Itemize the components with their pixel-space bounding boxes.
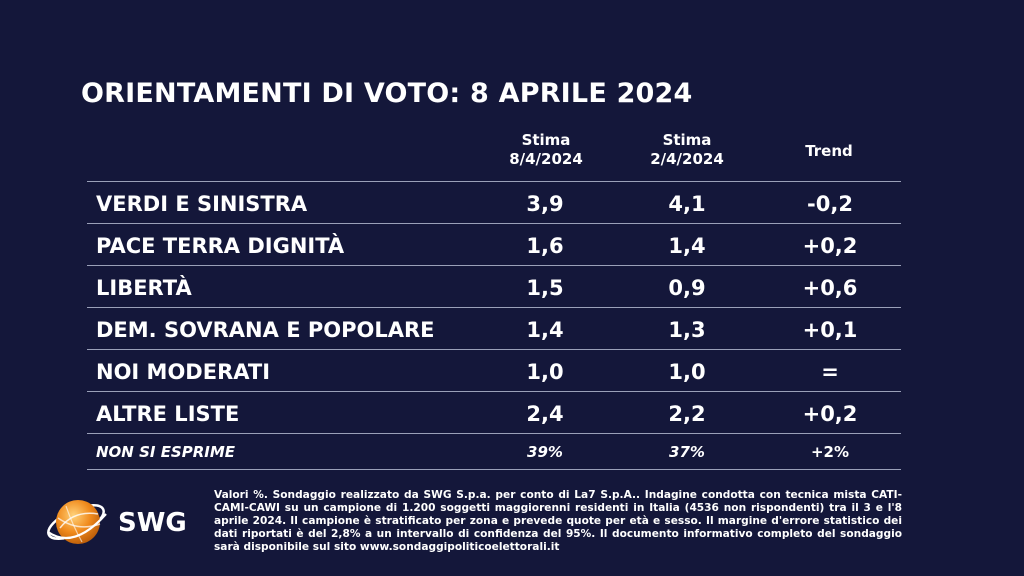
divider (87, 181, 901, 182)
current-value: 2,4 (526, 402, 564, 426)
current-value: 1,6 (526, 234, 564, 258)
trend-value: -0,2 (807, 192, 853, 216)
column-header-trend: Trend (805, 142, 853, 160)
current-value: 1,4 (526, 318, 564, 342)
trend-value: +0,6 (802, 276, 858, 300)
column-header-previous: Stima 2/4/2024 (627, 131, 747, 169)
divider (87, 307, 901, 308)
current-value: 3,9 (526, 192, 564, 216)
trend-value: = (821, 360, 839, 384)
trend-value: +0,2 (802, 234, 858, 258)
current-value: 1,0 (526, 360, 564, 384)
party-name: PACE TERRA DIGNITÀ (96, 234, 345, 258)
table-row: ALTRE LISTE 2,4 2,2 +0,2 (87, 393, 901, 435)
trend-value: +0,1 (802, 318, 858, 342)
table-row: PACE TERRA DIGNITÀ 1,6 1,4 +0,2 (87, 225, 901, 267)
party-name: DEM. SOVRANA E POPOLARE (96, 318, 435, 342)
current-value: 1,5 (526, 276, 564, 300)
divider (87, 265, 901, 266)
divider (87, 391, 901, 392)
party-name: VERDI E SINISTRA (96, 192, 308, 216)
divider (87, 433, 901, 434)
methodology-footnote: Valori %. Sondaggio realizzato da SWG S.… (214, 489, 902, 553)
table-row: VERDI E SINISTRA 3,9 4,1 -0,2 (87, 183, 901, 225)
party-name: NOI MODERATI (96, 360, 271, 384)
party-name: NON SI ESPRIME (96, 443, 236, 461)
column-header-current-line2: 8/4/2024 (509, 150, 583, 168)
previous-value: 4,1 (668, 192, 706, 216)
table-row: NOI MODERATI 1,0 1,0 = (87, 351, 901, 393)
party-name: LIBERTÀ (96, 276, 192, 300)
column-header-previous-line1: Stima (662, 131, 712, 149)
trend-value: +2% (810, 443, 850, 461)
divider (87, 349, 901, 350)
column-header-current: Stima 8/4/2024 (486, 131, 606, 169)
previous-value: 1,0 (668, 360, 706, 384)
table-row: DEM. SOVRANA E POPOLARE 1,4 1,3 +0,1 (87, 309, 901, 351)
column-header-current-line1: Stima (521, 131, 571, 149)
previous-value: 2,2 (668, 402, 706, 426)
previous-value: 1,4 (668, 234, 706, 258)
swg-globe-logo-icon (47, 500, 107, 544)
divider (87, 223, 901, 224)
trend-value: +0,2 (802, 402, 858, 426)
divider (87, 469, 901, 470)
table-row-non-si-esprime: NON SI ESPRIME 39% 37% +2% (87, 434, 901, 470)
previous-value: 0,9 (668, 276, 706, 300)
previous-value: 37% (669, 443, 705, 461)
column-header-previous-line2: 2/4/2024 (650, 150, 724, 168)
swg-logo-text: SWG (118, 508, 187, 538)
previous-value: 1,3 (668, 318, 706, 342)
party-name: ALTRE LISTE (96, 402, 240, 426)
table-row: LIBERTÀ 1,5 0,9 +0,6 (87, 267, 901, 309)
page-title: ORIENTAMENTI DI VOTO: 8 APRILE 2024 (81, 78, 693, 109)
current-value: 39% (527, 443, 563, 461)
